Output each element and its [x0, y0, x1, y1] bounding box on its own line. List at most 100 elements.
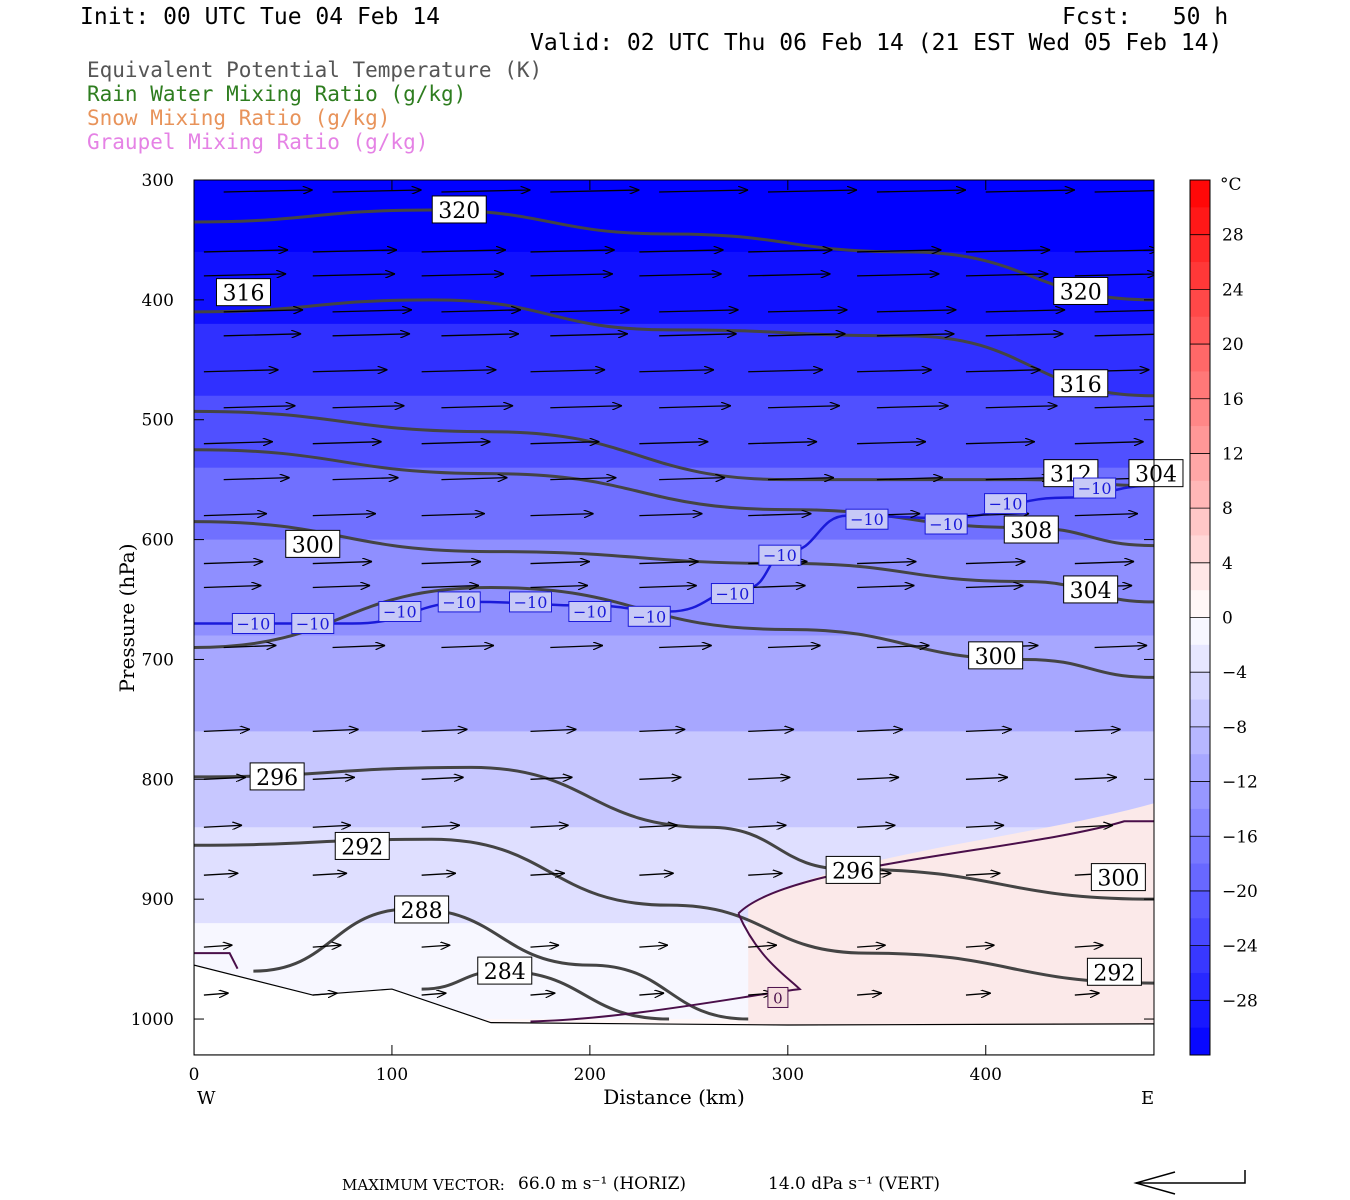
theta-e-label: 292 — [1086, 957, 1142, 986]
colorbar-segment — [1190, 617, 1210, 646]
theta-e-contour — [253, 907, 749, 1021]
wind-vector — [1094, 309, 1154, 313]
wind-vector — [748, 250, 832, 252]
wind-vector — [748, 945, 777, 947]
wind-vector — [421, 945, 451, 947]
wind-vector — [421, 562, 481, 564]
plot-frame — [193, 179, 1155, 1056]
isotherm-minus10-label: −10 — [508, 591, 552, 613]
wind-vector — [550, 334, 628, 336]
wind-vector — [441, 334, 519, 336]
wind-vector — [203, 274, 286, 276]
wind-vector — [332, 645, 386, 647]
colorbar-segment — [1190, 1000, 1210, 1029]
isotherm-minus10-label: −10 — [291, 612, 335, 634]
wind-vector — [312, 873, 347, 875]
theta-e-label-text: 304 — [1135, 463, 1177, 488]
theta-e-label: 296 — [825, 855, 881, 884]
colorbar-segment — [1190, 754, 1210, 783]
wind-vector — [965, 825, 1004, 827]
colorbar-tick-label: 4 — [1222, 554, 1233, 574]
wind-vector — [1094, 333, 1154, 337]
colorbar-segment — [1190, 972, 1210, 1001]
wind-vector — [857, 729, 903, 731]
theta-e-label-text: 304 — [1070, 579, 1112, 604]
wind-vector — [530, 825, 568, 827]
theta-e-label-text: 292 — [341, 835, 383, 860]
isotherm-minus10-label: −10 — [437, 591, 481, 613]
wind-vector — [659, 406, 731, 408]
wind-vector — [421, 873, 456, 875]
theta-e-contour — [194, 208, 1154, 302]
wind-vector — [965, 250, 1050, 252]
isotherm-minus10-label: −10 — [984, 493, 1028, 515]
wind-vector — [312, 825, 351, 827]
isotherm-minus10-label: −10 — [627, 605, 671, 627]
colorbar-tick-label: 20 — [1222, 335, 1244, 355]
y-tick-label: 1000 — [131, 1010, 174, 1030]
temperature-band — [194, 731, 1154, 829]
wind-vector — [441, 478, 507, 480]
wind-vector — [312, 370, 388, 372]
wind-vector — [312, 250, 397, 252]
wind-vector — [767, 645, 821, 647]
wind-vector — [768, 478, 834, 480]
isotherm-minus10-label: −10 — [845, 508, 889, 530]
theta-e-label-text: 316 — [1060, 373, 1102, 398]
isotherm-zero — [194, 952, 239, 970]
wind-vector — [332, 190, 422, 192]
wind-vector — [203, 825, 242, 827]
colorbar-tick-label: −16 — [1222, 827, 1258, 847]
wind-vector — [639, 993, 664, 995]
isotherm-minus10-label-text: −10 — [989, 495, 1023, 514]
wind-vector — [768, 310, 847, 312]
y-tick-label: 800 — [142, 770, 174, 790]
colorbar-segment — [1190, 945, 1210, 974]
x-tick-label: 400 — [970, 1065, 1002, 1085]
max-vector-vert: 14.0 dPa s⁻¹ (VERT) — [768, 1174, 941, 1194]
isotherm-minus10-label-text: −10 — [929, 515, 963, 534]
wind-vector — [530, 873, 564, 875]
theta-e-label: 308 — [1003, 515, 1059, 544]
x-west-label: W — [197, 1088, 216, 1109]
colorbar-tick-label: 12 — [1222, 444, 1244, 464]
wind-vector — [748, 825, 786, 827]
theta-e-label-text: 300 — [975, 645, 1017, 670]
colorbar-tick-label: 0 — [1222, 609, 1233, 629]
colorbar-segment — [1190, 371, 1210, 400]
wind-vector — [965, 945, 995, 947]
wind-vector — [876, 478, 943, 480]
theta-e-label: 304 — [1128, 459, 1184, 488]
wind-vector — [965, 274, 1048, 276]
isotherm-zero-label-text: 0 — [773, 989, 783, 1007]
colorbar-tick-label: −24 — [1222, 937, 1258, 957]
wind-vector — [659, 478, 725, 480]
colorbar-segment — [1190, 644, 1210, 673]
wind-vector — [1074, 945, 1104, 947]
wind-vector — [639, 514, 702, 516]
isotherm-minus10-label-text: −10 — [383, 603, 417, 622]
wind-vector — [203, 729, 250, 731]
wind-vector — [530, 777, 572, 779]
isotherm-minus10-label-text: −10 — [763, 546, 797, 565]
y-tick-label: 300 — [142, 171, 174, 191]
colorbar-segment — [1190, 836, 1210, 865]
wind-vector — [203, 370, 279, 372]
wind-vector — [530, 562, 589, 564]
theta-e-label-text: 300 — [1097, 867, 1139, 892]
wind-vector — [639, 562, 698, 564]
wind-vector — [441, 310, 520, 312]
wind-vector — [1074, 562, 1134, 564]
colorbar-tick-label: 24 — [1222, 280, 1244, 300]
wind-vector — [223, 478, 290, 480]
colorbar-tick-label: 28 — [1222, 226, 1244, 246]
colorbar-segment — [1190, 863, 1210, 892]
wind-vector — [223, 310, 303, 312]
wind-vector — [857, 370, 932, 372]
theta-e-label: 296 — [249, 762, 305, 791]
theta-e-label-text: 320 — [438, 199, 480, 224]
colorbar-segment — [1190, 508, 1210, 536]
wind-vector — [876, 190, 966, 192]
theta-e-label-text: 296 — [256, 766, 298, 791]
